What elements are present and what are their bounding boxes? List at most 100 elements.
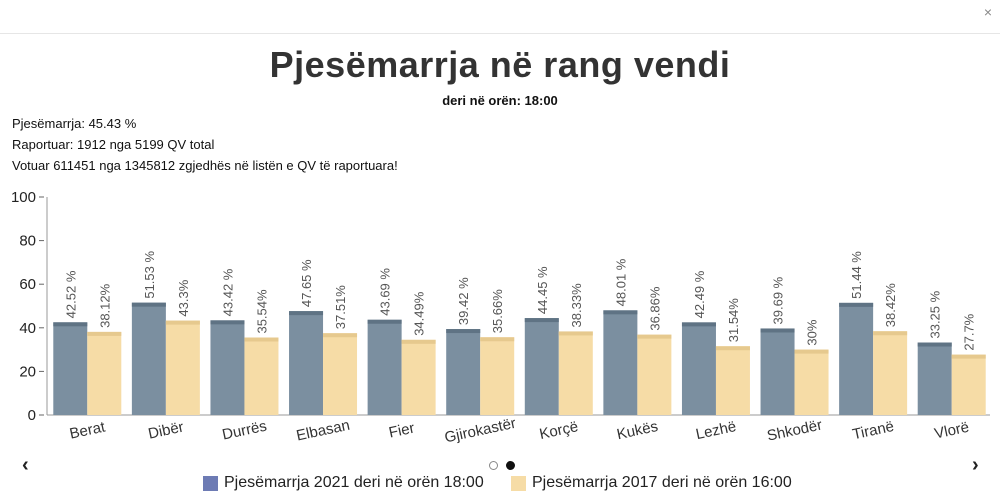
bar-cap [401,339,436,344]
legend-swatch-2021 [203,475,218,491]
bar-cap [524,318,559,323]
pager-dot-1[interactable] [489,461,498,470]
bar-cap [760,328,795,333]
bar-cap [603,310,638,315]
next-arrow[interactable]: › [972,454,979,476]
reported-text: Raportuar: 1912 nga 5199 QV total [12,137,215,152]
legend-item-2017[interactable]: Pjesëmarrja 2017 deri në orën 16:00 [511,472,792,494]
data-label: 44.45 % [535,266,550,314]
bar-2021 [839,302,874,415]
close-button[interactable]: × [983,4,992,20]
bar-2017 [873,331,908,415]
data-label: 43.3% [176,279,191,316]
bar-cap [53,322,88,327]
legend-label-2017: Pjesëmarrja 2017 deri në orën 16:00 [532,474,792,491]
legend-item-2021[interactable]: Pjesëmarrja 2021 deri në orën 18:00 [203,472,484,494]
legend-label-2021: Pjesëmarrja 2021 deri në orën 18:00 [224,474,484,491]
data-label: 39.42 % [456,277,471,325]
bar-cap [289,311,324,316]
bar-cap [715,346,750,351]
data-label: 33.25 % [928,290,943,338]
turnout-text: Pjesëmarrja: 45.43 % [12,116,137,131]
bar-cap [323,333,358,338]
data-label: 35.54% [254,289,269,334]
bar-2021 [603,310,638,415]
bar-chart: 0 20 40 60 80 100 42.52 % 38.12% Berat 51.53 % 43.… [11,189,990,447]
data-label: 42.49 % [692,270,707,318]
bar-cap [244,337,279,342]
x-tick-label: Korçë [538,418,580,443]
bar-cap [558,331,593,336]
x-tick-label: Shkodër [766,416,824,444]
bar-cap [131,302,166,307]
data-label: 47.65 % [299,259,314,307]
bar-cap [637,334,672,339]
bar-2017 [165,320,200,415]
bar-2021 [210,320,245,415]
bar-cap [917,342,952,347]
data-label: 37.51% [333,285,348,330]
bar-2021 [367,319,402,415]
bar-2021 [53,322,88,415]
y-tick-label: 0 [28,407,36,424]
bar-2021 [917,342,952,415]
data-label: 51.53 % [142,251,157,299]
y-tick-label: 20 [19,363,36,380]
data-label: 38.12% [97,283,112,328]
data-label: 38.42% [883,283,898,328]
bar-cap [839,302,874,307]
bar-2021 [760,328,795,415]
bar-2021 [681,322,716,415]
data-label: 36.86% [647,286,662,331]
bar-2017 [323,333,358,415]
bar-cap [446,329,481,334]
bar-2017 [87,331,122,415]
bar-2017 [558,331,593,415]
chart-subtitle: deri në orën: 18:00 [442,93,558,108]
data-label: 27.7% [962,313,977,350]
bar-cap [681,322,716,327]
bar-2021 [131,302,166,415]
y-tick-label: 100 [11,189,36,206]
bar-2021 [524,318,559,415]
data-label: 42.52 % [63,270,78,318]
data-label: 31.54% [726,298,741,343]
data-label: 39.69 % [771,276,786,324]
data-label: 34.49% [412,291,427,336]
x-tick-label: Dibër [147,419,186,443]
modal-header: × [0,0,1000,34]
bar-2021 [446,329,481,415]
bar-2017 [637,334,672,415]
y-tick-label: 60 [19,276,36,293]
data-label: 43.42 % [220,268,235,316]
bar-2017 [951,354,986,415]
x-tick-label: Kukës [615,418,659,443]
x-tick-label: Lezhë [694,418,738,443]
voted-text: Votuar 611451 nga 1345812 zgjedhës në li… [12,158,398,173]
bar-cap [480,337,515,342]
data-label: 35.66% [490,289,505,334]
x-tick-label: Gjirokastër [443,415,517,447]
bar-cap [873,331,908,336]
data-label: 51.44 % [849,251,864,299]
bar-2021 [289,311,324,415]
legend-swatch-2017 [511,475,526,491]
prev-arrow[interactable]: ‹ [22,454,29,476]
bar-2017 [715,346,750,415]
x-tick-label: Elbasan [295,417,352,445]
chart-title: Pjesëmarrja në rang vendi [269,44,731,85]
bar-2017 [244,337,279,415]
bar-cap [794,349,829,354]
data-label: 38.33% [569,283,584,328]
bar-2017 [794,349,829,415]
x-tick-label: Berat [68,418,107,442]
x-tick-label: Vlorë [933,419,971,443]
pager-dot-2[interactable] [506,461,515,470]
bar-2017 [401,339,436,415]
data-label: 43.69 % [378,268,393,316]
x-tick-label: Fier [387,420,416,442]
y-tick-label: 40 [19,320,36,337]
bar-cap [87,331,122,336]
x-tick-label: Durrës [221,418,269,444]
bar-cap [165,320,200,325]
